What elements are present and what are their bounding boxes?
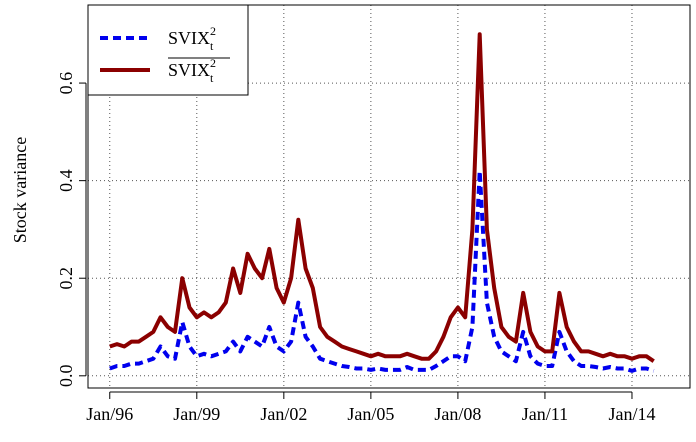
- y-tick-label: 0.6: [56, 72, 76, 95]
- y-tick-label: 0.0: [56, 365, 76, 388]
- y-tick-label: 0.4: [56, 169, 76, 192]
- legend-subscript: t: [210, 39, 214, 53]
- x-tick-label: Jan/99: [173, 404, 220, 424]
- legend-name: SVIX: [168, 60, 210, 80]
- y-tick-label: 0.2: [56, 267, 76, 290]
- x-tick-label: Jan/96: [86, 404, 133, 424]
- legend-name: SVIX: [168, 28, 210, 48]
- legend-label: SVIX2 t: [168, 24, 216, 53]
- x-tick-label: Jan/05: [347, 404, 394, 424]
- x-tick-label: Jan/08: [434, 404, 481, 424]
- legend-box: [87, 4, 249, 96]
- legend-superscript: 2: [210, 56, 216, 70]
- line-series: [109, 32, 655, 363]
- legend-superscript: 2: [210, 24, 216, 38]
- x-tick-label: Jan/02: [260, 404, 307, 424]
- y-axis-label: Stock variance: [10, 137, 30, 243]
- line-series: [109, 168, 655, 373]
- plot-box: [87, 4, 691, 389]
- x-tick-label: Jan/11: [522, 404, 568, 424]
- legend-label: SVIX2 t: [168, 56, 216, 85]
- x-tick-label: Jan/14: [608, 404, 655, 424]
- legend-subscript: t: [210, 71, 214, 85]
